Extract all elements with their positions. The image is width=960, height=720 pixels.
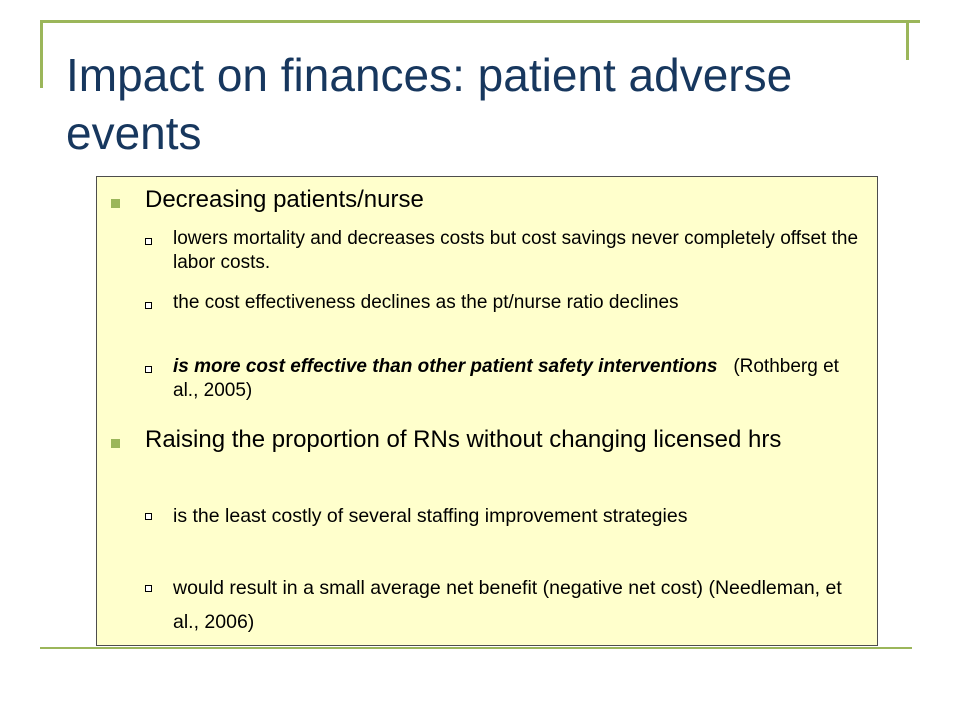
bottom-rule: [40, 647, 912, 649]
sub-bullet-mortality-costs: lowers mortality and decreases costs but…: [145, 227, 865, 275]
hollow-square-bullet-icon: [145, 238, 152, 245]
right-rule: [906, 20, 909, 60]
hollow-square-bullet-icon: [145, 302, 152, 309]
sub-bullet-least-costly: is the least costly of several staffing …: [145, 499, 865, 533]
bullet-text: Decreasing patients/nurse: [145, 186, 424, 213]
citation-text: (Rothberg et al., 2005): [173, 356, 839, 401]
sub-bullet-text: lowers mortality and decreases costs but…: [173, 228, 859, 273]
slide-title: Impact on finances: patient adverse even…: [66, 49, 793, 159]
emphasized-text: is more cost effective than other patien…: [173, 356, 718, 377]
hollow-square-bullet-icon: [145, 366, 152, 373]
sub-bullet-cost-effectiveness-declines: the cost effectiveness declines as the p…: [145, 291, 865, 315]
hollow-square-bullet-icon: [145, 513, 152, 520]
bullet-raising-rn-proportion: Raising the proportion of RNs without ch…: [111, 423, 851, 457]
sub-bullet-net-benefit: would result in a small average net bene…: [145, 571, 865, 639]
square-bullet-icon: [111, 439, 120, 448]
sub-bullet-text: is the least costly of several staffing …: [173, 505, 688, 527]
sub-bullet-text: would result in a small average net bene…: [173, 577, 842, 633]
bullet-decreasing-patients-per-nurse: Decreasing patients/nurse: [111, 183, 851, 217]
bullet-text: Raising the proportion of RNs without ch…: [145, 426, 782, 453]
top-rule: [40, 20, 920, 23]
sub-bullet-text: is more cost effective than other patien…: [173, 355, 865, 403]
content-box: Decreasing patients/nurse lowers mortali…: [96, 176, 878, 646]
square-bullet-icon: [111, 199, 120, 208]
hollow-square-bullet-icon: [145, 585, 152, 592]
sub-bullet-text: the cost effectiveness declines as the p…: [173, 292, 679, 313]
sub-bullet-more-cost-effective: is more cost effective than other patien…: [145, 355, 865, 403]
left-rule: [40, 20, 43, 88]
